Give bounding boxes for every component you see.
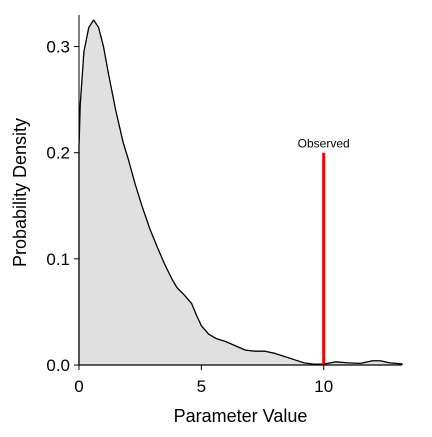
observed-label: Observed: [298, 137, 350, 151]
x-tick-label: 0: [74, 377, 83, 396]
y-tick-label: 0.3: [46, 38, 70, 57]
x-tick-label: 10: [314, 377, 333, 396]
density-area-fill: [79, 20, 402, 365]
y-tick-label: 0.2: [46, 144, 70, 163]
y-axis-title: Probability Density: [10, 118, 30, 267]
axis-layer: 0.0 0.1 0.2 0.3 0 5 10: [46, 15, 402, 396]
y-tick-label: 0.0: [46, 356, 70, 375]
y-tick-label: 0.1: [46, 250, 70, 269]
area-layer: [78, 19, 403, 366]
annotation-layer: Observed: [298, 137, 350, 365]
density-line: [78, 19, 403, 365]
x-tick-label: 5: [197, 377, 206, 396]
x-axis-title: Parameter Value: [174, 406, 308, 426]
